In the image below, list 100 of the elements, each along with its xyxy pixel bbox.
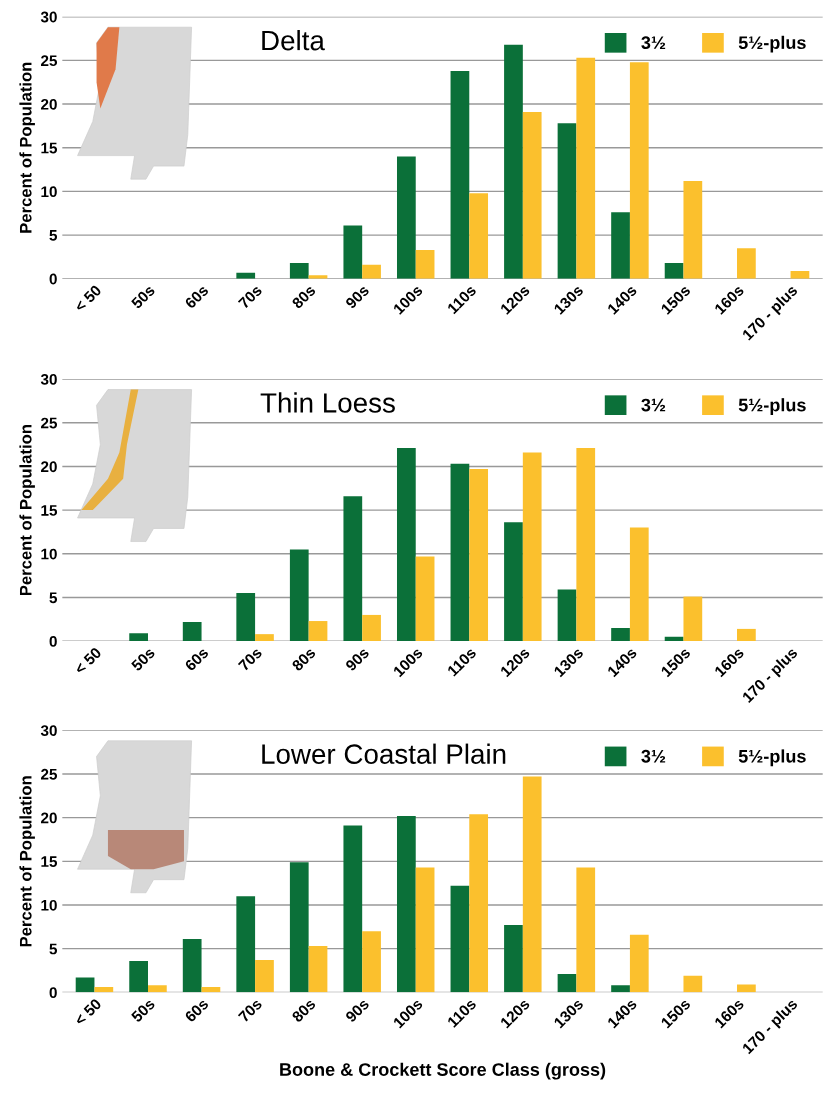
legend-label: 5½-plus (738, 35, 806, 53)
y-tick-label: 15 (41, 505, 58, 516)
x-tick-label: < 50 (73, 284, 102, 313)
bar (255, 960, 274, 993)
bar (737, 248, 756, 279)
bar (415, 556, 435, 642)
legend-label: 5½-plus (738, 749, 806, 767)
bar (129, 960, 148, 993)
x-tick-label: 80s (291, 284, 317, 310)
bar (504, 44, 523, 279)
bar (343, 496, 363, 642)
bar (396, 448, 416, 642)
x-tick-label: 90s (344, 284, 370, 310)
legend-label: 3½ (641, 398, 666, 412)
y-tick-label: 20 (41, 461, 57, 473)
bar (362, 264, 381, 279)
legend-label: 3½ (641, 749, 666, 763)
bar (396, 156, 416, 279)
bar (343, 225, 363, 279)
bar (504, 925, 523, 993)
bar (362, 614, 381, 642)
x-tick-label: 60s (184, 284, 210, 310)
y-axis-title: Percent of Population (19, 62, 35, 233)
y-tick-label: 10 (41, 548, 57, 560)
x-tick-label: 70s (237, 997, 263, 1023)
bar (504, 522, 523, 642)
x-tick-label: 50s (130, 284, 156, 310)
bar (522, 452, 542, 642)
bar (611, 628, 630, 642)
y-tick-label: 20 (41, 812, 57, 824)
bar (522, 776, 542, 993)
y-tick-label: 10 (41, 899, 57, 911)
bar (469, 814, 489, 993)
y-tick-label: 0 (49, 273, 57, 285)
x-tick-label: 60s (184, 997, 210, 1023)
bar (182, 621, 202, 642)
bar (148, 985, 167, 993)
bar (94, 987, 114, 993)
y-tick-label: 5 (49, 230, 58, 241)
bar (415, 249, 435, 279)
bar (629, 62, 649, 279)
bar (289, 263, 309, 279)
y-tick-label: 30 (40, 373, 57, 385)
x-tick-label: 60s (184, 646, 210, 672)
y-tick-label: 30 (40, 725, 57, 737)
bar (308, 946, 328, 993)
bar (308, 621, 328, 642)
x-tick-label: < 50 (73, 997, 102, 1027)
chart-title: Delta (262, 29, 325, 51)
legend-label: 3½ (641, 36, 666, 50)
y-tick-label: 25 (41, 55, 58, 67)
chart-title: Thin Loess (260, 392, 395, 413)
bar (450, 70, 470, 279)
y-tick-label: 20 (41, 98, 57, 110)
bar (737, 628, 756, 642)
y-tick-label: 15 (41, 142, 58, 154)
y-axis-title: Percent of Population (19, 776, 35, 947)
x-tick-label: 70s (237, 646, 263, 672)
bar (557, 974, 577, 993)
bar (343, 825, 363, 993)
bar (415, 867, 435, 993)
legend-label: 5½-plus (738, 398, 806, 415)
bar (629, 527, 649, 642)
bar (611, 985, 630, 993)
bar (557, 123, 577, 279)
y-tick-label: 5 (49, 592, 58, 604)
x-tick-label: < 50 (73, 646, 102, 675)
bar (576, 448, 596, 642)
y-tick-label: 25 (41, 417, 58, 429)
x-axis-title: Boone & Crockett Score Class (gross) (280, 1062, 606, 1080)
bar (469, 193, 489, 279)
bar (683, 975, 703, 993)
bar (289, 549, 309, 642)
bar (75, 977, 95, 993)
y-tick-label: 25 (41, 768, 58, 780)
bar (236, 896, 256, 993)
bar (664, 263, 684, 279)
y-tick-label: 0 (49, 635, 57, 647)
bar (236, 593, 256, 642)
x-tick-label: 50s (130, 646, 156, 672)
bar (450, 885, 470, 993)
bar (182, 939, 202, 993)
bar (737, 984, 756, 993)
bar (683, 596, 703, 642)
bar (289, 862, 309, 993)
bar (557, 589, 577, 642)
x-tick-label: 70s (237, 284, 263, 310)
y-tick-label: 0 (49, 987, 57, 999)
bar (362, 931, 381, 993)
y-tick-label: 10 (41, 186, 57, 198)
y-tick-label: 15 (41, 856, 58, 868)
bar (576, 867, 596, 993)
bar (522, 111, 542, 279)
bar (611, 212, 630, 279)
x-tick-label: 50s (130, 997, 156, 1023)
bar (255, 634, 274, 642)
bar (129, 633, 148, 642)
bar (576, 57, 596, 279)
x-tick-label: 80s (291, 997, 317, 1023)
x-tick-label: 90s (344, 997, 370, 1023)
